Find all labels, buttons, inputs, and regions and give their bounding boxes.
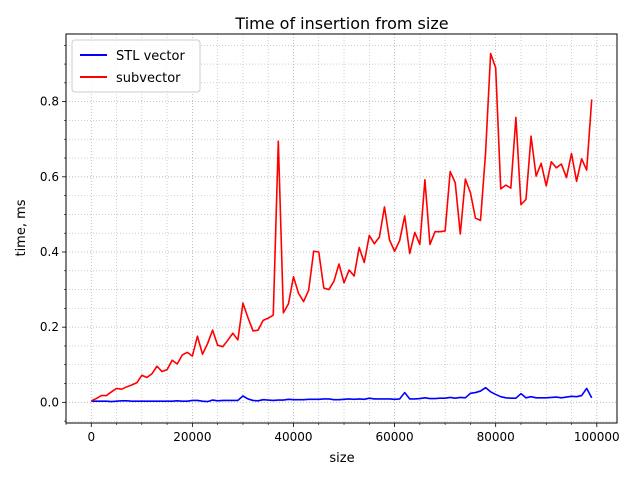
x-tick-label: 80000	[477, 430, 515, 444]
chart-title: Time of insertion from size	[234, 14, 448, 33]
grid-layer	[65, 34, 617, 423]
series-line-stl-vector	[91, 386, 593, 403]
y-tick-label: 0.4	[40, 245, 59, 259]
x-axis-label: size	[329, 451, 354, 466]
plot-area-frame	[65, 33, 618, 424]
y-axis-label: time, ms	[14, 199, 29, 256]
tick-layer: 0 20000 40000 60000 80000 100000 0.0 0.2 0.4 0.6 0…	[40, 44, 620, 444]
y-tick-label: 0.2	[40, 320, 59, 334]
x-tick-label: 100000	[574, 430, 620, 444]
legend: STL vector subvector	[71, 39, 201, 93]
y-tick-label: 0.0	[40, 395, 59, 409]
legend-label-subvector: subvector	[116, 71, 181, 86]
legend-box	[71, 39, 201, 93]
y-tick-label: 0.6	[40, 170, 59, 184]
y-tick-label: 0.8	[40, 95, 59, 109]
x-tick-label: 40000	[274, 430, 312, 444]
x-tick-label: 0	[87, 430, 95, 444]
x-tick-label: 60000	[375, 430, 413, 444]
series-line-subvector	[90, 52, 593, 402]
x-tick-label: 20000	[173, 430, 211, 444]
series-layer	[90, 52, 593, 403]
legend-label-stl-vector: STL vector	[116, 49, 185, 64]
